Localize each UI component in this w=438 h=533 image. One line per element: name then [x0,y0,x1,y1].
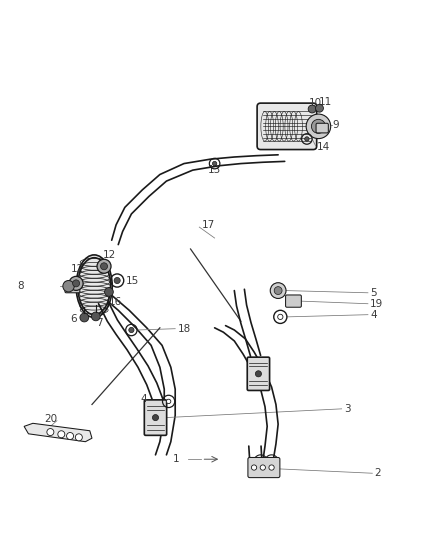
Text: 18: 18 [177,324,191,334]
Circle shape [80,313,88,322]
Circle shape [306,114,331,139]
FancyBboxPatch shape [257,103,317,150]
Text: 9: 9 [332,119,339,130]
Ellipse shape [76,255,112,318]
Text: 6: 6 [70,314,77,324]
Circle shape [315,104,323,112]
FancyBboxPatch shape [286,295,301,307]
Circle shape [73,280,80,287]
Circle shape [308,105,316,113]
Circle shape [69,276,83,290]
Text: 16: 16 [109,297,122,307]
Circle shape [114,278,120,284]
Text: 20: 20 [44,414,57,424]
FancyBboxPatch shape [248,457,280,478]
Circle shape [260,465,265,470]
Text: 17: 17 [201,220,215,230]
Text: 1: 1 [173,454,180,464]
Circle shape [92,312,100,321]
Text: 4: 4 [370,310,377,320]
Text: 2: 2 [374,468,381,478]
Circle shape [269,465,274,470]
Circle shape [255,371,261,377]
Text: 8: 8 [18,281,24,291]
Circle shape [278,314,283,319]
Text: 10: 10 [309,98,322,108]
Text: 11: 11 [318,97,332,107]
Text: 13: 13 [208,165,221,175]
FancyBboxPatch shape [247,357,269,391]
FancyBboxPatch shape [144,400,166,435]
Circle shape [67,432,74,440]
Circle shape [274,287,282,295]
Circle shape [212,161,217,166]
Circle shape [166,399,171,403]
Text: 12: 12 [71,264,85,274]
Circle shape [100,263,107,270]
Text: 5: 5 [370,288,377,298]
Circle shape [251,465,257,470]
Circle shape [270,282,286,298]
Text: 14: 14 [317,142,330,152]
Polygon shape [24,423,92,442]
Text: 4: 4 [140,394,147,404]
Text: 19: 19 [370,298,383,309]
Circle shape [58,431,65,438]
Circle shape [97,259,111,273]
Text: 7: 7 [96,318,102,328]
Circle shape [152,415,159,421]
FancyBboxPatch shape [316,123,328,133]
Text: 3: 3 [344,404,350,414]
Circle shape [75,434,82,441]
Text: 12: 12 [102,250,116,260]
Circle shape [311,119,325,133]
FancyBboxPatch shape [65,281,80,293]
Text: 15: 15 [126,276,139,286]
Circle shape [129,327,134,333]
Circle shape [105,287,113,296]
Circle shape [305,137,309,141]
Circle shape [47,429,54,435]
Circle shape [63,280,74,292]
